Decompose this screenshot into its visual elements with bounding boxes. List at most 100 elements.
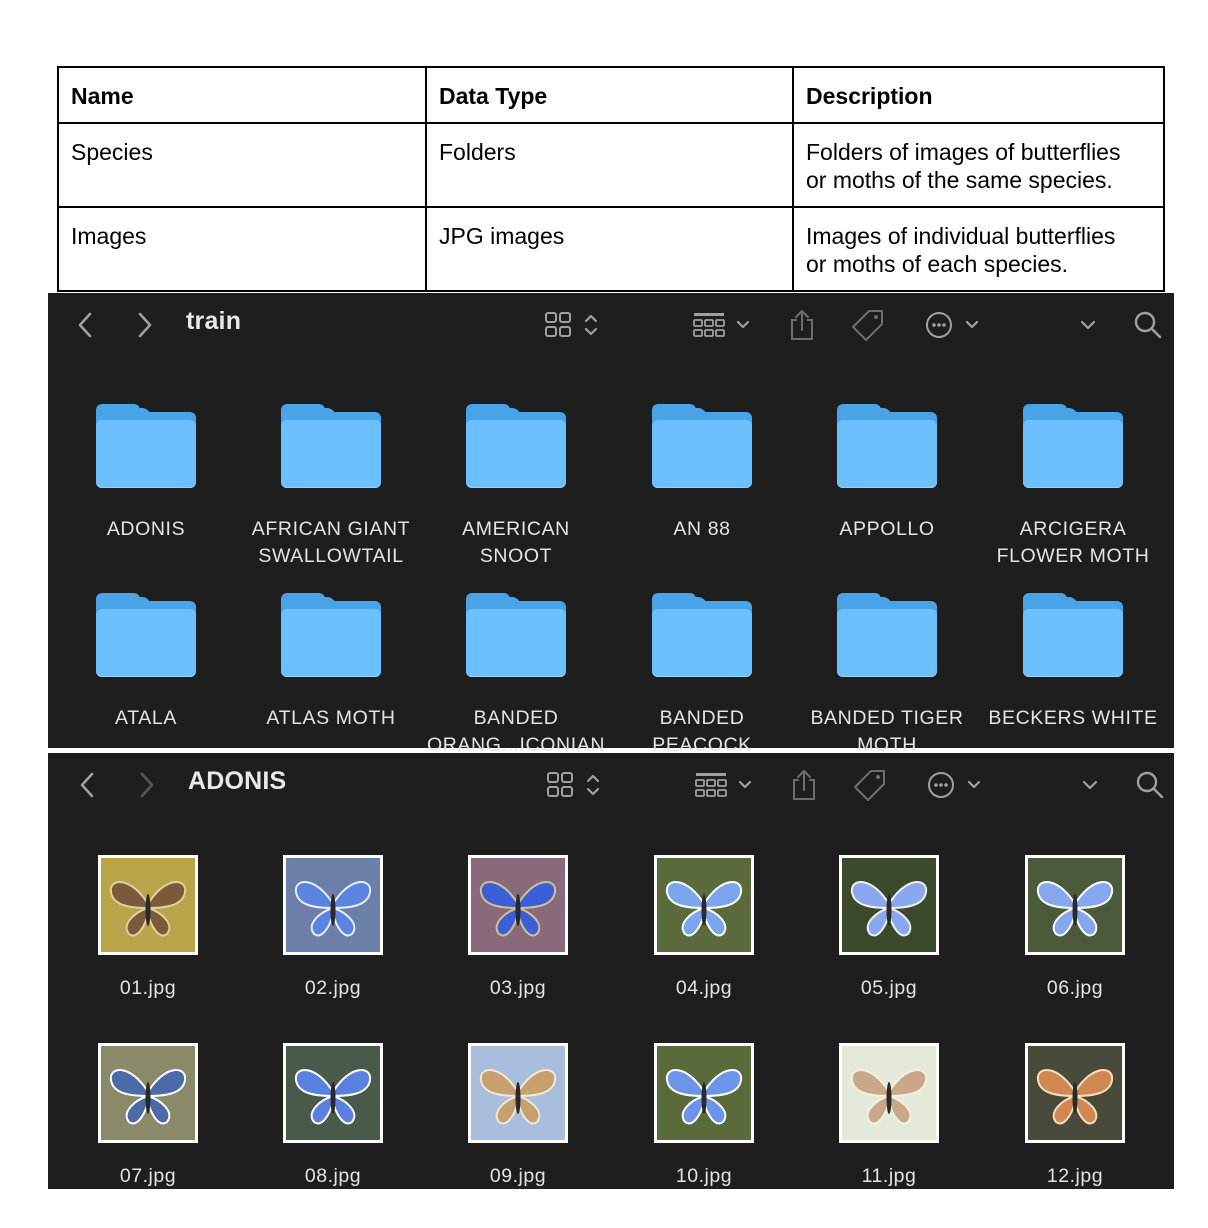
image-file-item[interactable]: 01.jpg [58,855,238,1000]
group-by-button[interactable] [692,765,756,805]
share-button[interactable] [788,765,820,805]
ellipsis-circle-icon [928,772,981,798]
folder-item[interactable]: ADONIS [56,404,236,543]
tag-button[interactable] [852,765,888,805]
folder-item[interactable]: BANDED PEACOCK [612,593,792,759]
group-by-button[interactable] [690,305,754,345]
image-file-item[interactable]: 10.jpg [614,1043,794,1188]
folder-item[interactable]: ATLAS MOTH [241,593,421,732]
more-actions-button[interactable] [924,305,984,345]
header-name: Name [57,66,427,124]
image-file-item[interactable]: 09.jpg [428,1043,608,1188]
toolbar: ADONIS [48,753,1174,817]
folder-label-line: AN 88 [673,518,731,540]
folder-label-line: BECKERS WHITE [988,707,1158,729]
image-file-label: 12.jpg [1046,1165,1104,1187]
forward-button[interactable] [132,305,158,345]
folder-label-line: SWALLOWTAIL [258,545,404,567]
image-thumbnail [654,855,754,955]
back-button[interactable] [74,765,100,805]
more-actions-button[interactable] [926,765,986,805]
folder-label: BANDED ORANG...ICONIAN [427,705,605,759]
desc-line: Folders of images of butterflies [806,139,1121,165]
image-file-item[interactable]: 08.jpg [243,1043,423,1188]
window-title: train [186,307,242,335]
image-file-item[interactable]: 07.jpg [58,1043,238,1188]
chevron-left-icon [78,312,92,338]
folder-item[interactable]: AN 88 [612,404,792,543]
icon-grid-icon [545,312,598,337]
folder-label: ADONIS [107,516,185,543]
image-file-label: 10.jpg [675,1165,733,1187]
folder-icon [466,404,566,488]
image-file-item[interactable]: 12.jpg [985,1043,1165,1188]
butterfly-thumbnail-icon [101,1046,195,1140]
butterfly-thumbnail-icon [657,1046,751,1140]
icon-grid-icon [547,772,600,797]
folder-label-line: PEACOCK [652,734,752,756]
folder-label-line: AFRICAN GIANT [251,518,411,540]
butterfly-thumbnail-icon [286,858,380,952]
group-by-icon [695,773,752,797]
folder-icon [281,404,381,488]
view-mode-button[interactable] [542,305,604,345]
image-thumbnail [468,1043,568,1143]
image-file-label: 02.jpg [304,977,362,999]
expand-button[interactable] [1078,765,1102,805]
butterfly-thumbnail-icon [657,858,751,952]
image-file-item[interactable]: 06.jpg [985,855,1165,1000]
search-button[interactable] [1134,765,1166,805]
cell-type: JPG images [425,206,794,292]
tag-button[interactable] [850,305,886,345]
cell-type: Folders [425,122,794,208]
folder-item[interactable]: BANDED ORANG...ICONIAN [426,593,606,759]
folder-label: ATLAS MOTH [266,705,395,732]
folder-label-line: ATALA [115,707,177,729]
view-mode-button[interactable] [544,765,606,805]
image-thumbnail [283,855,383,955]
back-button[interactable] [72,305,98,345]
folder-item[interactable]: BECKERS WHITE [983,593,1163,732]
chevron-down-icon [1082,780,1098,790]
folder-item[interactable]: AFRICAN GIANT SWALLOWTAIL [241,404,421,570]
folder-item[interactable]: ARCIGERA FLOWER MOTH [983,404,1163,570]
folder-label-line: APPOLLO [839,518,935,540]
table-header-row: Name Data Type Description [57,66,1165,124]
toolbar: train [48,293,1174,357]
cell-name: Images [57,206,427,292]
header-data-type: Data Type [425,66,794,124]
folder-item[interactable]: APPOLLO [797,404,977,543]
folder-label-line: AMERICAN [462,518,570,540]
butterfly-thumbnail-icon [471,1046,565,1140]
butterfly-thumbnail-icon [286,1046,380,1140]
image-file-item[interactable]: 02.jpg [243,855,423,1000]
folder-item[interactable]: AMERICAN SNOOT [426,404,606,570]
folder-label: BANDED PEACOCK [652,705,752,759]
folder-item[interactable]: ATALA [56,593,236,732]
finder-window-train: train [48,293,1174,756]
desc-line: or moths of the same species. [806,167,1113,193]
expand-button[interactable] [1076,305,1100,345]
folder-icon [652,404,752,488]
image-file-label: 06.jpg [1046,977,1104,999]
folder-label-line: ORANG...ICONIAN [426,734,606,756]
image-file-item[interactable]: 03.jpg [428,855,608,1000]
folder-icon [96,404,196,488]
folder-item[interactable]: BANDED TIGER MOTH [797,593,977,759]
share-button[interactable] [786,305,818,345]
folder-icon [837,404,937,488]
image-thumbnail [283,1043,383,1143]
image-file-item[interactable]: 04.jpg [614,855,794,1000]
image-file-item[interactable]: 11.jpg [799,1043,979,1188]
image-file-item[interactable]: 05.jpg [799,855,979,1000]
table-row: Species Folders Folders of images of but… [57,122,1165,208]
folder-icon [1023,593,1123,677]
chevron-left-icon [80,772,94,798]
forward-button[interactable] [134,765,160,805]
folder-label-line: MOTH [857,734,917,756]
folder-label-line: FLOWER MOTH [996,545,1150,567]
folder-label: ARCIGERA FLOWER MOTH [997,516,1150,570]
butterfly-thumbnail-icon [842,858,936,952]
share-icon [793,770,815,800]
search-button[interactable] [1132,305,1164,345]
